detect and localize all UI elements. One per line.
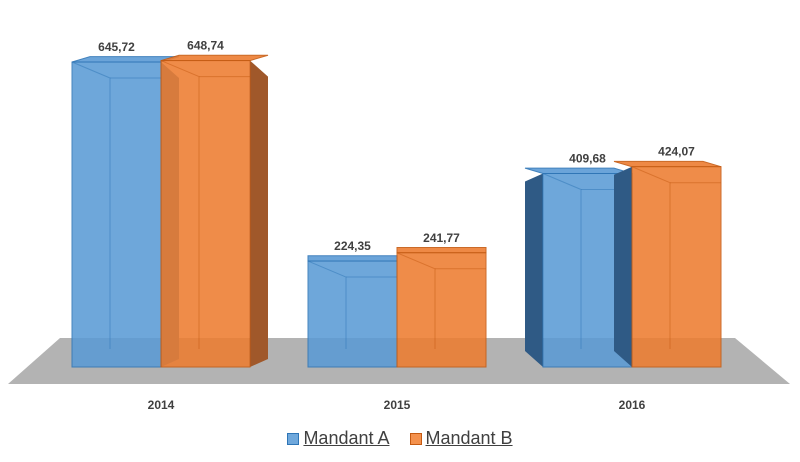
data-label: 424,07	[658, 145, 695, 159]
bar-2015-a	[307, 255, 398, 368]
x-tick-label: 2014	[148, 398, 175, 412]
bar-side-face	[614, 166, 632, 367]
bar-2016-b	[613, 160, 722, 368]
data-label: 648,74	[187, 39, 224, 53]
bar-top-face	[307, 255, 398, 262]
bar-top-face	[524, 167, 633, 174]
legend-item-mandant-b[interactable]: Mandant B	[409, 428, 513, 449]
bar-2014-b	[160, 54, 269, 368]
bar-front-face	[631, 166, 722, 368]
bar-front-face	[396, 252, 487, 368]
data-label: 241,77	[423, 231, 460, 245]
legend-item-mandant-a[interactable]: Mandant A	[287, 428, 390, 449]
x-tick-label: 2015	[384, 398, 411, 412]
data-label: 409,68	[569, 151, 606, 165]
bar-side-face	[525, 173, 543, 367]
bar-top-face	[613, 160, 722, 168]
data-label: 224,35	[334, 239, 371, 253]
bar-front-face	[307, 260, 398, 368]
legend-label: Mandant B	[425, 428, 513, 448]
bar-side-face	[250, 60, 268, 367]
legend-swatch-b	[409, 432, 422, 445]
bar-top-face	[160, 54, 269, 62]
bar-front-face	[71, 61, 162, 368]
legend: Mandant A Mandant B	[0, 428, 800, 449]
x-tick-label: 2016	[619, 398, 646, 412]
bar-top-face	[396, 246, 487, 254]
data-label: 645,72	[98, 40, 135, 54]
bar-2015-b	[396, 246, 487, 368]
bar-front-face	[160, 60, 251, 368]
legend-swatch-a	[287, 432, 300, 445]
legend-label: Mandant A	[303, 428, 390, 448]
